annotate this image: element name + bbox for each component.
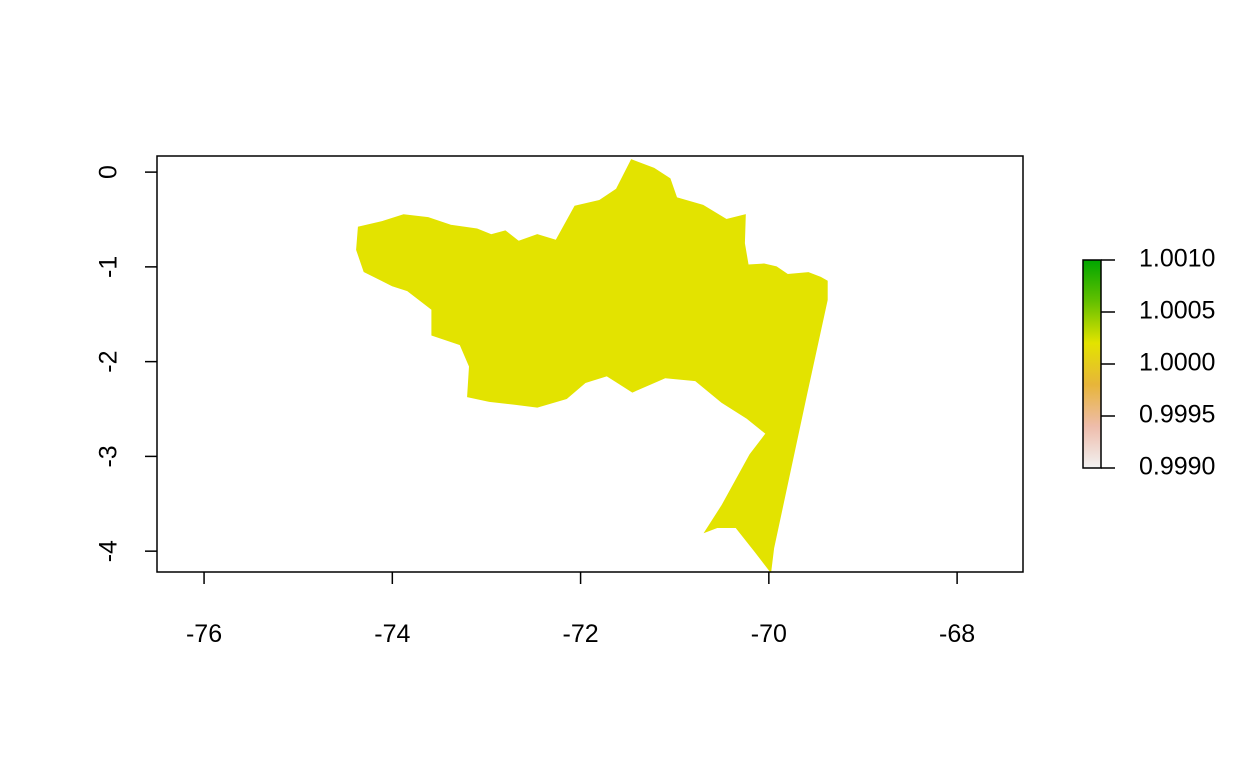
- x-tick-label: -76: [186, 620, 222, 648]
- y-tick-label: -1: [95, 256, 123, 278]
- legend-tick-label: 1.0000: [1139, 349, 1215, 377]
- y-tick-label: 0: [95, 165, 123, 179]
- y-tick-label: -3: [95, 445, 123, 467]
- x-tick-label: -72: [563, 620, 599, 648]
- region-polygon: [356, 159, 828, 574]
- plot-frame: [156, 155, 1024, 573]
- y-axis: 0 -1 -2 -3 -4: [95, 165, 157, 562]
- x-axis: -76 -74 -72 -70 -68: [186, 572, 975, 648]
- legend-tick-label: 1.0010: [1139, 245, 1215, 273]
- legend-tick-label: 0.9995: [1139, 401, 1215, 429]
- y-tick-label: -2: [95, 351, 123, 373]
- y-tick-label: -4: [95, 540, 123, 562]
- legend-color-bar: [1082, 259, 1102, 469]
- color-legend: 1.0010 1.0005 1.0000 0.9995 0.9990: [1082, 245, 1215, 481]
- legend-tick-label: 0.9990: [1139, 453, 1215, 481]
- x-tick-label: -70: [751, 620, 787, 648]
- x-tick-label: -68: [939, 620, 975, 648]
- x-tick-label: -74: [374, 620, 410, 648]
- region-raster: [356, 159, 828, 574]
- legend-tick-label: 1.0005: [1139, 297, 1215, 325]
